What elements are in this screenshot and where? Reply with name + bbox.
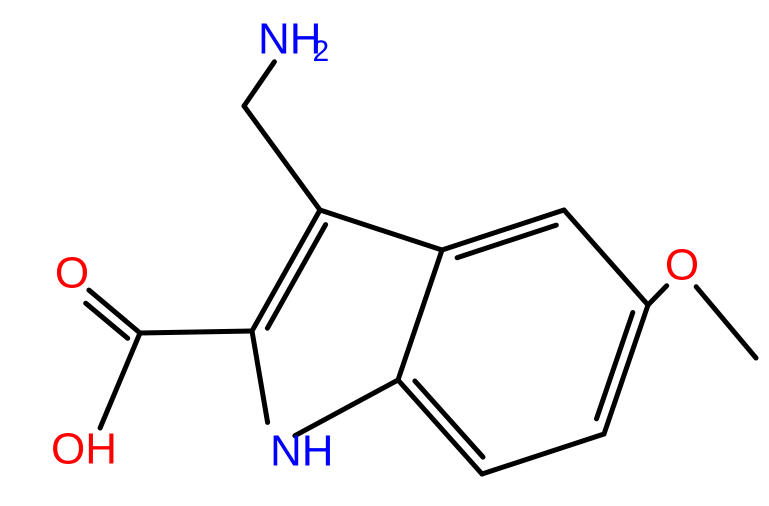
bond-line bbox=[100, 333, 140, 428]
bond-line bbox=[415, 381, 483, 457]
bond-line bbox=[252, 331, 268, 422]
chemical-structure-diagram: OOHNHNH2O bbox=[0, 0, 769, 506]
bond-line bbox=[398, 250, 442, 380]
bond-line bbox=[604, 305, 648, 434]
bond-line bbox=[482, 434, 604, 474]
bond-line bbox=[696, 287, 756, 358]
bond-line bbox=[267, 225, 325, 329]
bond-line bbox=[244, 62, 274, 106]
bond-line bbox=[564, 210, 648, 305]
bond-line bbox=[86, 303, 128, 338]
bond-line bbox=[398, 380, 482, 474]
atom-label: O bbox=[665, 241, 699, 290]
bond-line bbox=[320, 210, 442, 250]
atom-label: NH bbox=[270, 427, 334, 476]
atom-label: 2 bbox=[313, 35, 330, 68]
bond-line bbox=[244, 106, 320, 210]
atom-label: O bbox=[55, 249, 89, 298]
atom-label: OH bbox=[51, 425, 117, 474]
bond-line bbox=[252, 210, 320, 331]
bond-line bbox=[140, 331, 252, 333]
